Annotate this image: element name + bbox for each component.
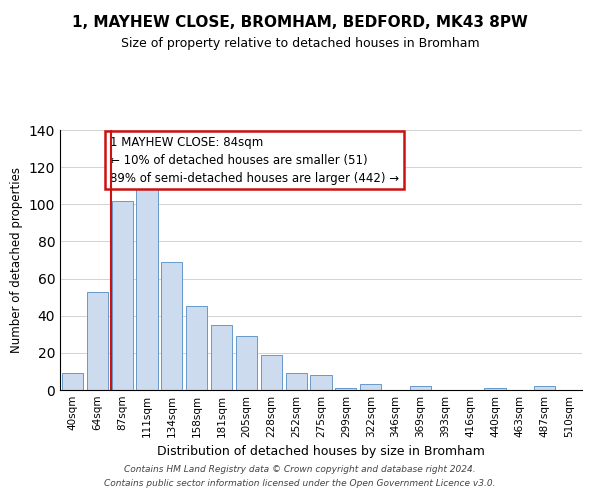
- Text: 1 MAYHEW CLOSE: 84sqm
← 10% of detached houses are smaller (51)
89% of semi-deta: 1 MAYHEW CLOSE: 84sqm ← 10% of detached …: [110, 136, 399, 184]
- Y-axis label: Number of detached properties: Number of detached properties: [10, 167, 23, 353]
- Bar: [161, 262, 182, 390]
- Bar: [534, 386, 555, 390]
- Bar: [186, 306, 207, 390]
- Text: Contains HM Land Registry data © Crown copyright and database right 2024.
Contai: Contains HM Land Registry data © Crown c…: [104, 466, 496, 487]
- Bar: [286, 374, 307, 390]
- Bar: [360, 384, 381, 390]
- Bar: [136, 184, 158, 390]
- Text: 1, MAYHEW CLOSE, BROMHAM, BEDFORD, MK43 8PW: 1, MAYHEW CLOSE, BROMHAM, BEDFORD, MK43 …: [72, 15, 528, 30]
- Bar: [87, 292, 108, 390]
- Bar: [62, 374, 83, 390]
- Bar: [335, 388, 356, 390]
- Bar: [211, 325, 232, 390]
- Text: Size of property relative to detached houses in Bromham: Size of property relative to detached ho…: [121, 38, 479, 51]
- Bar: [410, 386, 431, 390]
- Bar: [261, 354, 282, 390]
- Bar: [236, 336, 257, 390]
- Bar: [112, 200, 133, 390]
- X-axis label: Distribution of detached houses by size in Bromham: Distribution of detached houses by size …: [157, 446, 485, 458]
- Bar: [310, 375, 332, 390]
- Bar: [484, 388, 506, 390]
